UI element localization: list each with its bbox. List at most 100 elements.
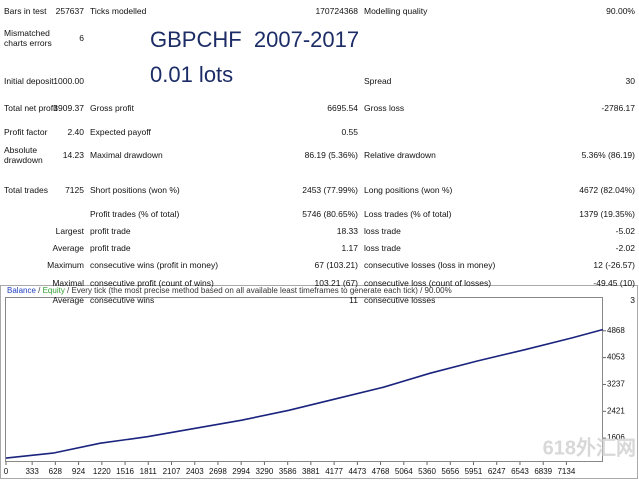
x-tick-label: 5951 [465, 467, 483, 476]
row-label: consecutive profit (count of wins) [90, 278, 214, 288]
row-label: Profit factor [4, 127, 48, 137]
row-label: Total net profit [4, 103, 58, 113]
x-tick-label: 924 [72, 467, 86, 476]
row-value: 2453 (77.99%) [302, 185, 358, 195]
y-tick-label: 2421 [607, 406, 625, 415]
watermark: 618外汇网 [543, 435, 636, 459]
x-tick-label: 1811 [140, 467, 158, 476]
row-value: 18.33 [336, 226, 358, 236]
row-label: profit trade [90, 243, 131, 253]
x-tick-label: 6247 [488, 467, 506, 476]
row-value: 14.23 [62, 150, 84, 160]
x-tick-label: 0 [4, 467, 9, 476]
row-value: 86.19 (5.36%) [304, 150, 358, 160]
row-value: 12 (-26.57) [593, 260, 635, 270]
y-tick-label: 1606 [607, 433, 625, 442]
row-value: 30 [625, 76, 635, 86]
overlay-lots: 0.01 lots [150, 62, 234, 87]
x-tick-label: 333 [25, 467, 39, 476]
row-label: profit trade [90, 226, 131, 236]
y-tick-label: 4868 [607, 326, 625, 335]
row-label: Maximum [47, 260, 84, 270]
row-label: loss trade [364, 226, 401, 236]
row-label: Expected payoff [90, 127, 151, 137]
x-tick-label: 5656 [441, 467, 459, 476]
x-tick-label: 6543 [511, 467, 529, 476]
row-label: Profit trades (% of total) [90, 209, 180, 219]
row-value: 11 [349, 295, 358, 305]
x-tick-label: 3290 [256, 467, 274, 476]
row-label: Gross loss [364, 103, 405, 113]
x-tick-label: 6839 [534, 467, 552, 476]
row-label: consecutive loss (count of losses) [364, 278, 492, 288]
row-label: Maximal [52, 278, 84, 288]
row-label: Initial deposit [4, 76, 54, 86]
balance-line [5, 328, 604, 459]
legend-item: Balance [7, 286, 36, 295]
row-label: Largest [55, 226, 84, 236]
plot-area [5, 297, 603, 462]
row-value: 1000.00 [53, 76, 84, 86]
row-value: -5.02 [615, 226, 635, 236]
x-tick-label: 3881 [302, 467, 320, 476]
row-label: Modelling quality [364, 6, 428, 16]
row-label: Gross profit [90, 103, 134, 113]
row-label: consecutive losses (loss in money) [364, 260, 496, 270]
row-value: 6 [79, 33, 84, 43]
x-tick-label: 4768 [372, 467, 390, 476]
row-value: 4672 (82.04%) [579, 185, 635, 195]
row-value: -2786.17 [601, 103, 635, 113]
row-label: Relative drawdown [364, 150, 436, 160]
row-label: Mismatched charts errors [4, 28, 52, 48]
row-value: 90.00% [606, 6, 635, 16]
row-label: Maximal drawdown [90, 150, 163, 160]
legend-item: Equity [43, 286, 65, 295]
row-value: 1379 (19.35%) [579, 209, 635, 219]
row-label: Long positions (won %) [364, 185, 453, 195]
y-tick-label: 3237 [607, 380, 625, 389]
x-tick-label: 5360 [418, 467, 436, 476]
row-label: Absolute drawdown [4, 145, 43, 165]
x-tick-label: 1220 [93, 467, 111, 476]
row-value: 170724368 [315, 6, 358, 16]
row-label: consecutive wins (profit in money) [90, 260, 219, 270]
row-label: Short positions (won %) [90, 185, 180, 195]
row-value: 5746 (80.65%) [302, 209, 358, 219]
overlay-pair: GBPCHF 2007-2017 [150, 27, 360, 52]
x-tick-label: 2107 [163, 467, 181, 476]
y-tick-label: 4053 [607, 353, 625, 362]
row-label: consecutive wins [90, 295, 155, 305]
x-tick-label: 2994 [232, 467, 250, 476]
row-label: Loss trades (% of total) [364, 209, 452, 219]
row-value: 67 (103.21) [314, 260, 358, 270]
row-label: consecutive losses [364, 295, 436, 305]
row-value: 257637 [55, 6, 84, 16]
row-value: 5.36% (86.19) [581, 150, 635, 160]
x-tick-label: 7134 [557, 467, 575, 476]
x-tick-label: 628 [49, 467, 63, 476]
legend: Balance / Equity / Every tick (the most … [7, 286, 452, 295]
row-value: -49.45 (10) [593, 278, 635, 288]
row-label: Average [52, 295, 84, 305]
row-value: 103.21 (67) [314, 278, 358, 288]
x-tick-label: 2403 [186, 467, 204, 476]
row-value: 3 [630, 295, 635, 305]
x-tick-label: 3586 [279, 467, 297, 476]
row-label: loss trade [364, 243, 401, 253]
x-tick-label: 4473 [348, 467, 366, 476]
row-value: 1.17 [341, 243, 358, 253]
legend-item: / Every tick (the most precise method ba… [65, 286, 452, 295]
x-tick-label: 4177 [325, 467, 343, 476]
row-value: 6695.54 [327, 103, 358, 113]
row-label: Average [52, 243, 84, 253]
row-label: Spread [364, 76, 392, 86]
x-tick-label: 1516 [116, 467, 134, 476]
legend-item: / [36, 286, 43, 295]
row-label: Total trades [4, 185, 48, 195]
row-value: 2.40 [67, 127, 84, 137]
row-label: Bars in test [4, 6, 47, 16]
row-value: -2.02 [615, 243, 635, 253]
row-value: 0.55 [341, 127, 358, 137]
